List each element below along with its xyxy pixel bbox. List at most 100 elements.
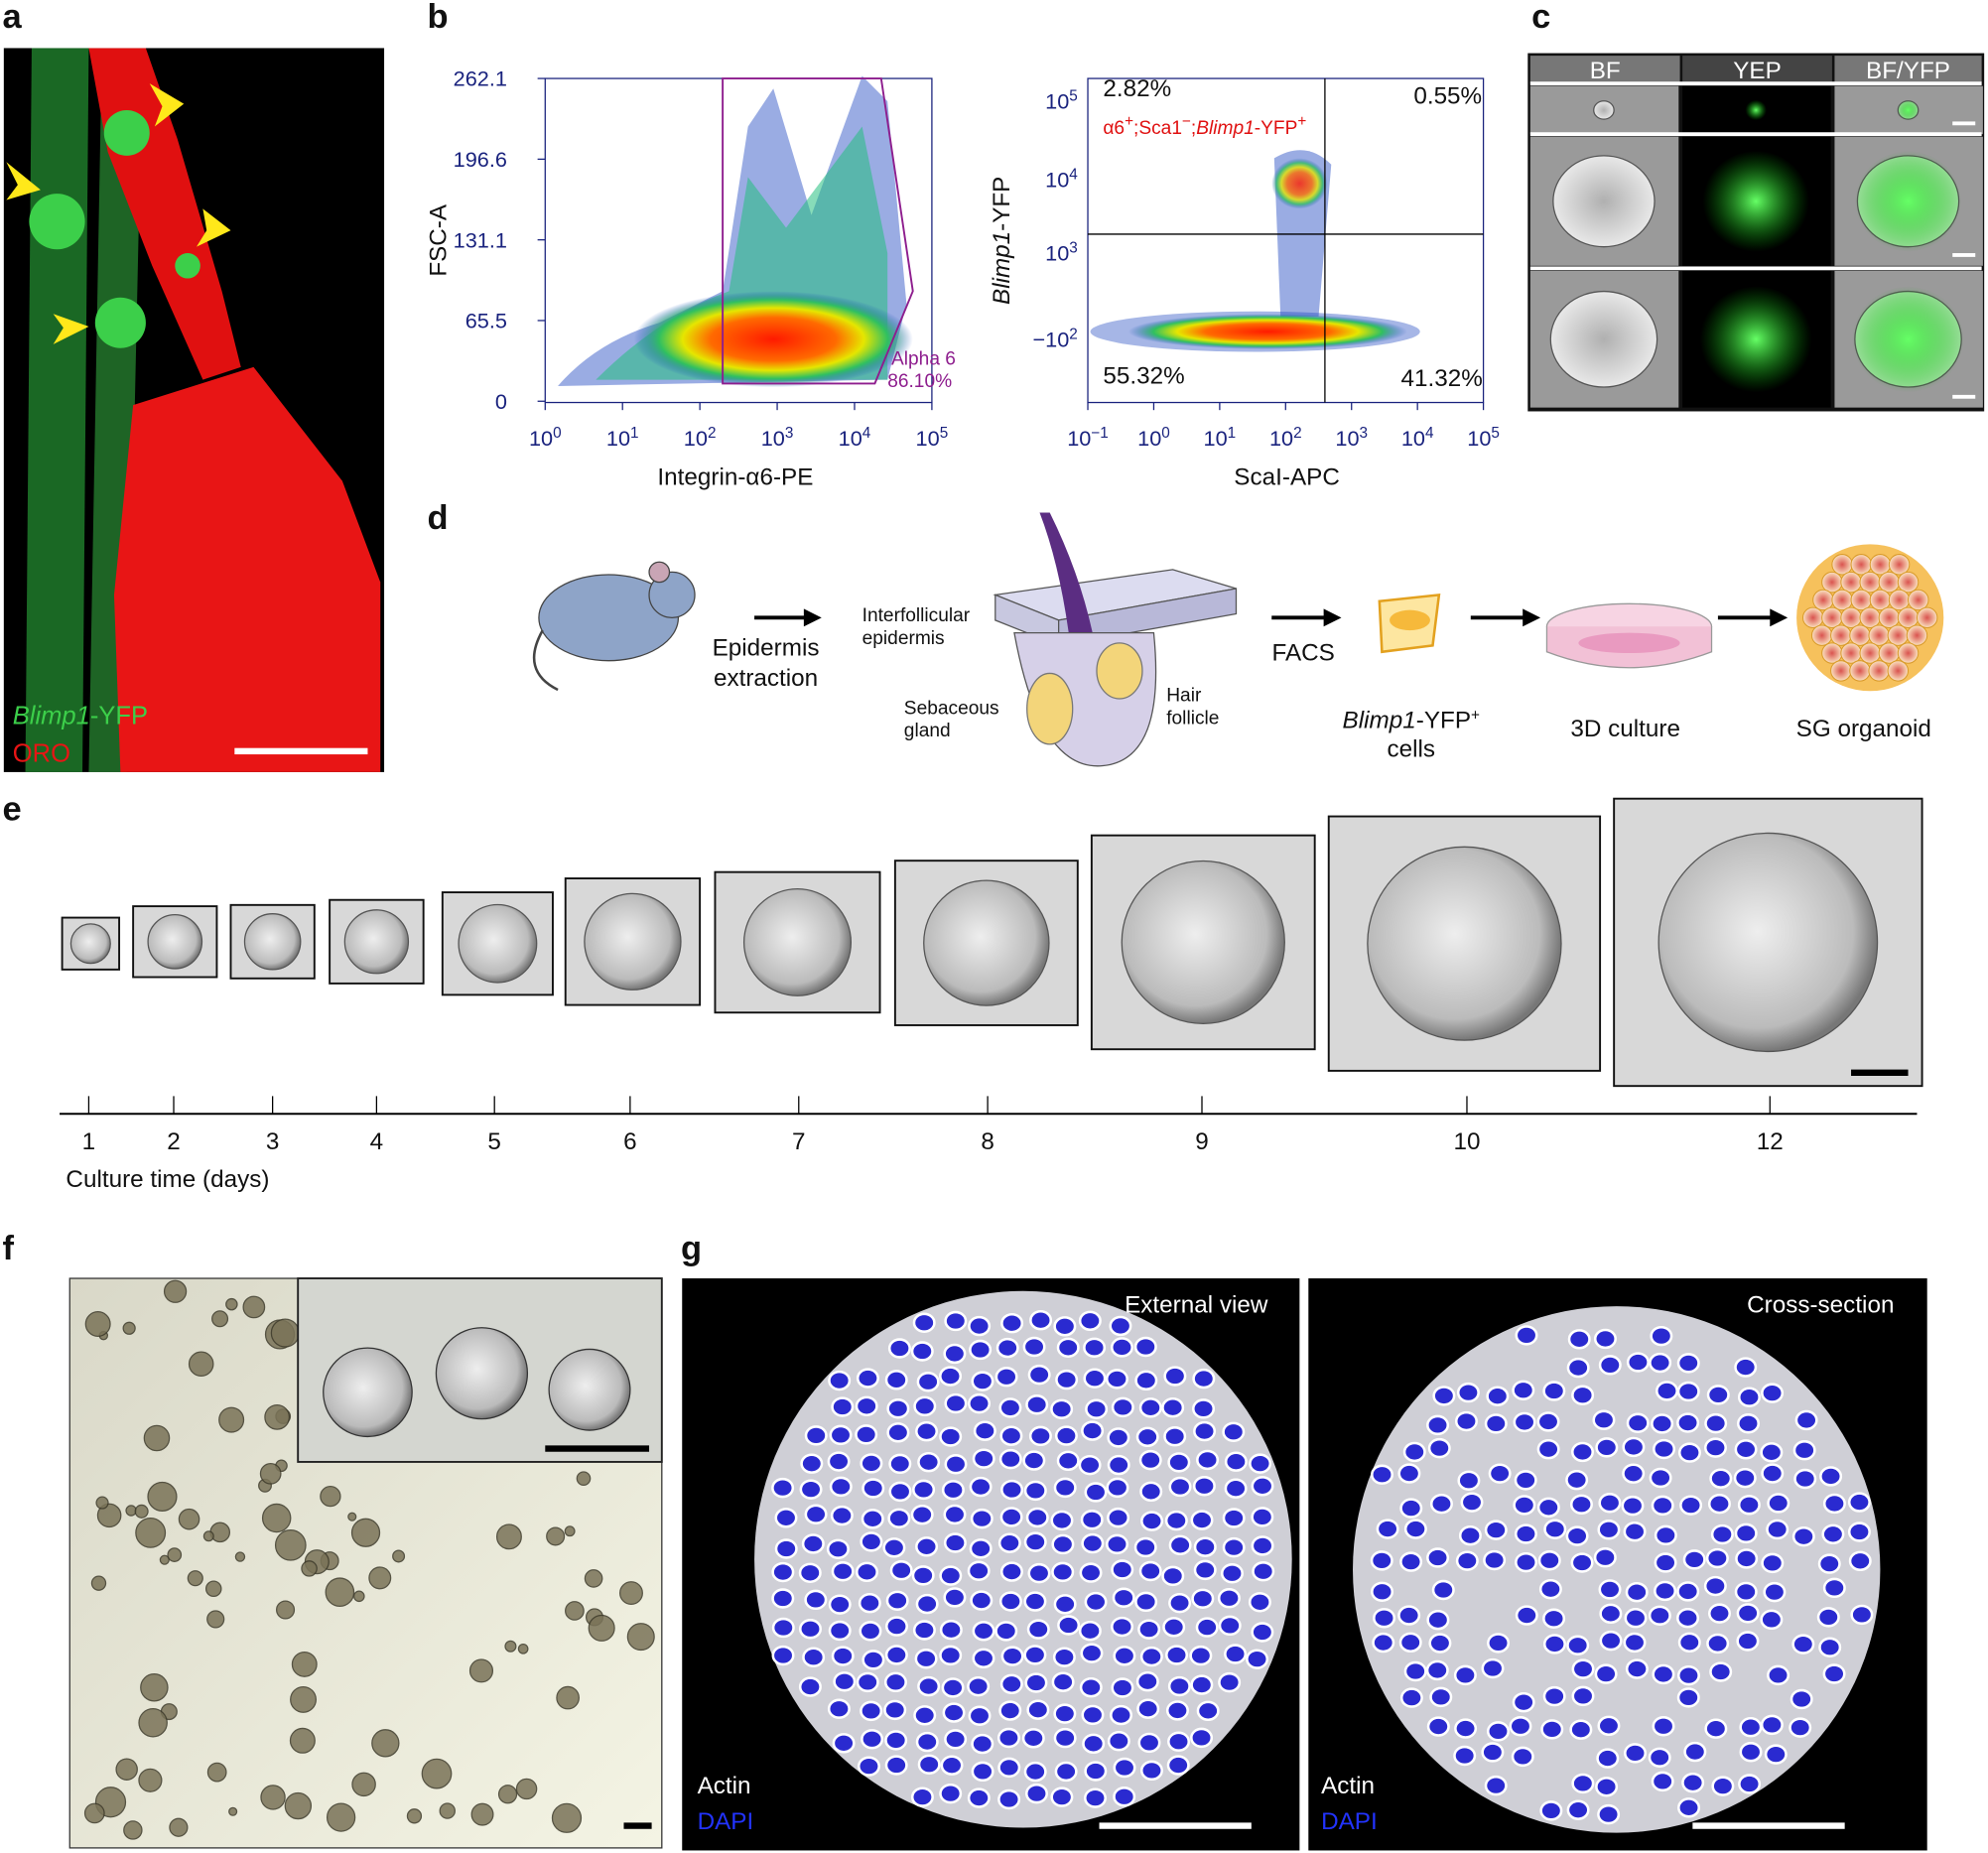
nucleus bbox=[1054, 1761, 1078, 1783]
nucleus bbox=[1428, 1633, 1452, 1654]
base: 10 bbox=[1045, 89, 1069, 114]
tick-label: 100 bbox=[529, 424, 562, 450]
nucleus bbox=[799, 1479, 823, 1500]
nucleus bbox=[861, 1478, 885, 1499]
base: 10 bbox=[1335, 426, 1359, 451]
nucleus bbox=[771, 1588, 795, 1609]
organoid bbox=[923, 879, 1050, 1006]
organoid bbox=[468, 1658, 494, 1683]
base: 10 bbox=[839, 426, 862, 451]
organoid bbox=[274, 1528, 307, 1561]
nucleus bbox=[1023, 1645, 1047, 1665]
nucleus bbox=[1110, 1337, 1133, 1358]
nucleus bbox=[1538, 1578, 1562, 1600]
nucleus bbox=[1084, 1591, 1108, 1613]
nucleus bbox=[999, 1673, 1023, 1694]
nucleus bbox=[1791, 1525, 1815, 1547]
y-axis-label: Blimp1-YFP bbox=[989, 177, 1015, 305]
nucleus bbox=[883, 1671, 907, 1693]
nucleus bbox=[1397, 1463, 1421, 1484]
nucleus bbox=[1027, 1562, 1051, 1584]
nucleus bbox=[1024, 1672, 1048, 1693]
organoid bbox=[122, 1321, 136, 1335]
organoid bbox=[588, 1614, 615, 1642]
nucleus bbox=[1542, 1634, 1566, 1654]
nucleus bbox=[833, 1671, 857, 1692]
organoid bbox=[497, 1785, 518, 1804]
nucleus bbox=[1113, 1757, 1136, 1779]
cell bbox=[1850, 589, 1872, 611]
organoid bbox=[284, 1791, 313, 1820]
nucleus bbox=[1623, 1632, 1647, 1654]
nucleus bbox=[1566, 1799, 1590, 1820]
organoid bbox=[211, 1310, 229, 1328]
nucleus bbox=[1709, 1468, 1733, 1489]
nucleus bbox=[1028, 1425, 1052, 1447]
nucleus bbox=[1648, 1605, 1671, 1626]
nucleus bbox=[1677, 1442, 1701, 1463]
nucleus bbox=[1651, 1413, 1674, 1434]
quadrant-pct: 41.32% bbox=[1401, 365, 1483, 392]
organoid bbox=[517, 1643, 529, 1654]
nucleus bbox=[1457, 1470, 1481, 1491]
nucleus bbox=[1734, 1439, 1758, 1460]
nucleus bbox=[910, 1787, 934, 1807]
day-label: 10 bbox=[1453, 1128, 1480, 1155]
nucleus bbox=[1706, 1385, 1730, 1405]
nucleus bbox=[771, 1561, 795, 1583]
nucleus bbox=[1739, 1717, 1763, 1738]
tick-label: 262.1 bbox=[454, 66, 507, 91]
base: 10 bbox=[529, 426, 553, 451]
organoid bbox=[435, 1327, 529, 1420]
nucleus bbox=[968, 1705, 992, 1726]
nucleus bbox=[971, 1761, 994, 1783]
flow-plot-2 bbox=[1087, 77, 1485, 404]
nucleus bbox=[1454, 1410, 1478, 1432]
nucleus bbox=[1403, 1519, 1427, 1539]
stain: DAPI bbox=[1321, 1808, 1378, 1835]
nucleus bbox=[914, 1649, 938, 1669]
nucleus bbox=[1053, 1727, 1077, 1749]
day-label: 2 bbox=[167, 1128, 181, 1155]
nucleus bbox=[860, 1700, 883, 1722]
organoid bbox=[261, 1503, 292, 1533]
nucleus bbox=[771, 1477, 795, 1499]
nucleus bbox=[855, 1395, 878, 1416]
x-axis-label: ScaI-APC bbox=[1234, 463, 1340, 490]
base: −10 bbox=[1032, 327, 1069, 351]
quadrant-pct: 2.82% bbox=[1103, 75, 1171, 102]
nucleus bbox=[1021, 1728, 1045, 1749]
nucleus bbox=[1222, 1536, 1246, 1558]
nucleus bbox=[1789, 1717, 1812, 1738]
nucleus bbox=[1453, 1745, 1477, 1767]
nucleus bbox=[1137, 1619, 1161, 1640]
column-header: BF/YFP bbox=[1866, 58, 1950, 84]
nucleus bbox=[967, 1787, 991, 1808]
scale-bar bbox=[1952, 253, 1976, 257]
cell bbox=[1878, 642, 1901, 664]
nucleus bbox=[831, 1396, 855, 1417]
nucleus bbox=[1703, 1437, 1727, 1458]
nucleus bbox=[1222, 1421, 1246, 1442]
nucleus bbox=[1734, 1357, 1758, 1378]
nucleus bbox=[1794, 1409, 1818, 1431]
micrograph-a bbox=[3, 48, 385, 772]
nucleus bbox=[1571, 1385, 1595, 1405]
cell bbox=[1868, 624, 1890, 646]
nucleus bbox=[832, 1733, 856, 1754]
nucleus bbox=[861, 1729, 884, 1750]
nucleus bbox=[1760, 1442, 1784, 1463]
nucleus bbox=[1623, 1521, 1647, 1542]
nucleus bbox=[1822, 1663, 1846, 1684]
nucleus bbox=[1403, 1660, 1427, 1682]
nucleus bbox=[886, 1422, 910, 1443]
organoid bbox=[270, 1318, 300, 1348]
nucleus bbox=[1078, 1310, 1102, 1332]
organoid bbox=[167, 1547, 183, 1562]
nucleus bbox=[994, 1621, 1018, 1642]
line: Sebaceous bbox=[904, 698, 999, 719]
legend-oro: ORO bbox=[13, 740, 70, 768]
nucleus bbox=[1599, 1630, 1623, 1652]
label: SG organoid bbox=[1796, 716, 1931, 742]
tick-label: 10−1 bbox=[1067, 424, 1109, 450]
